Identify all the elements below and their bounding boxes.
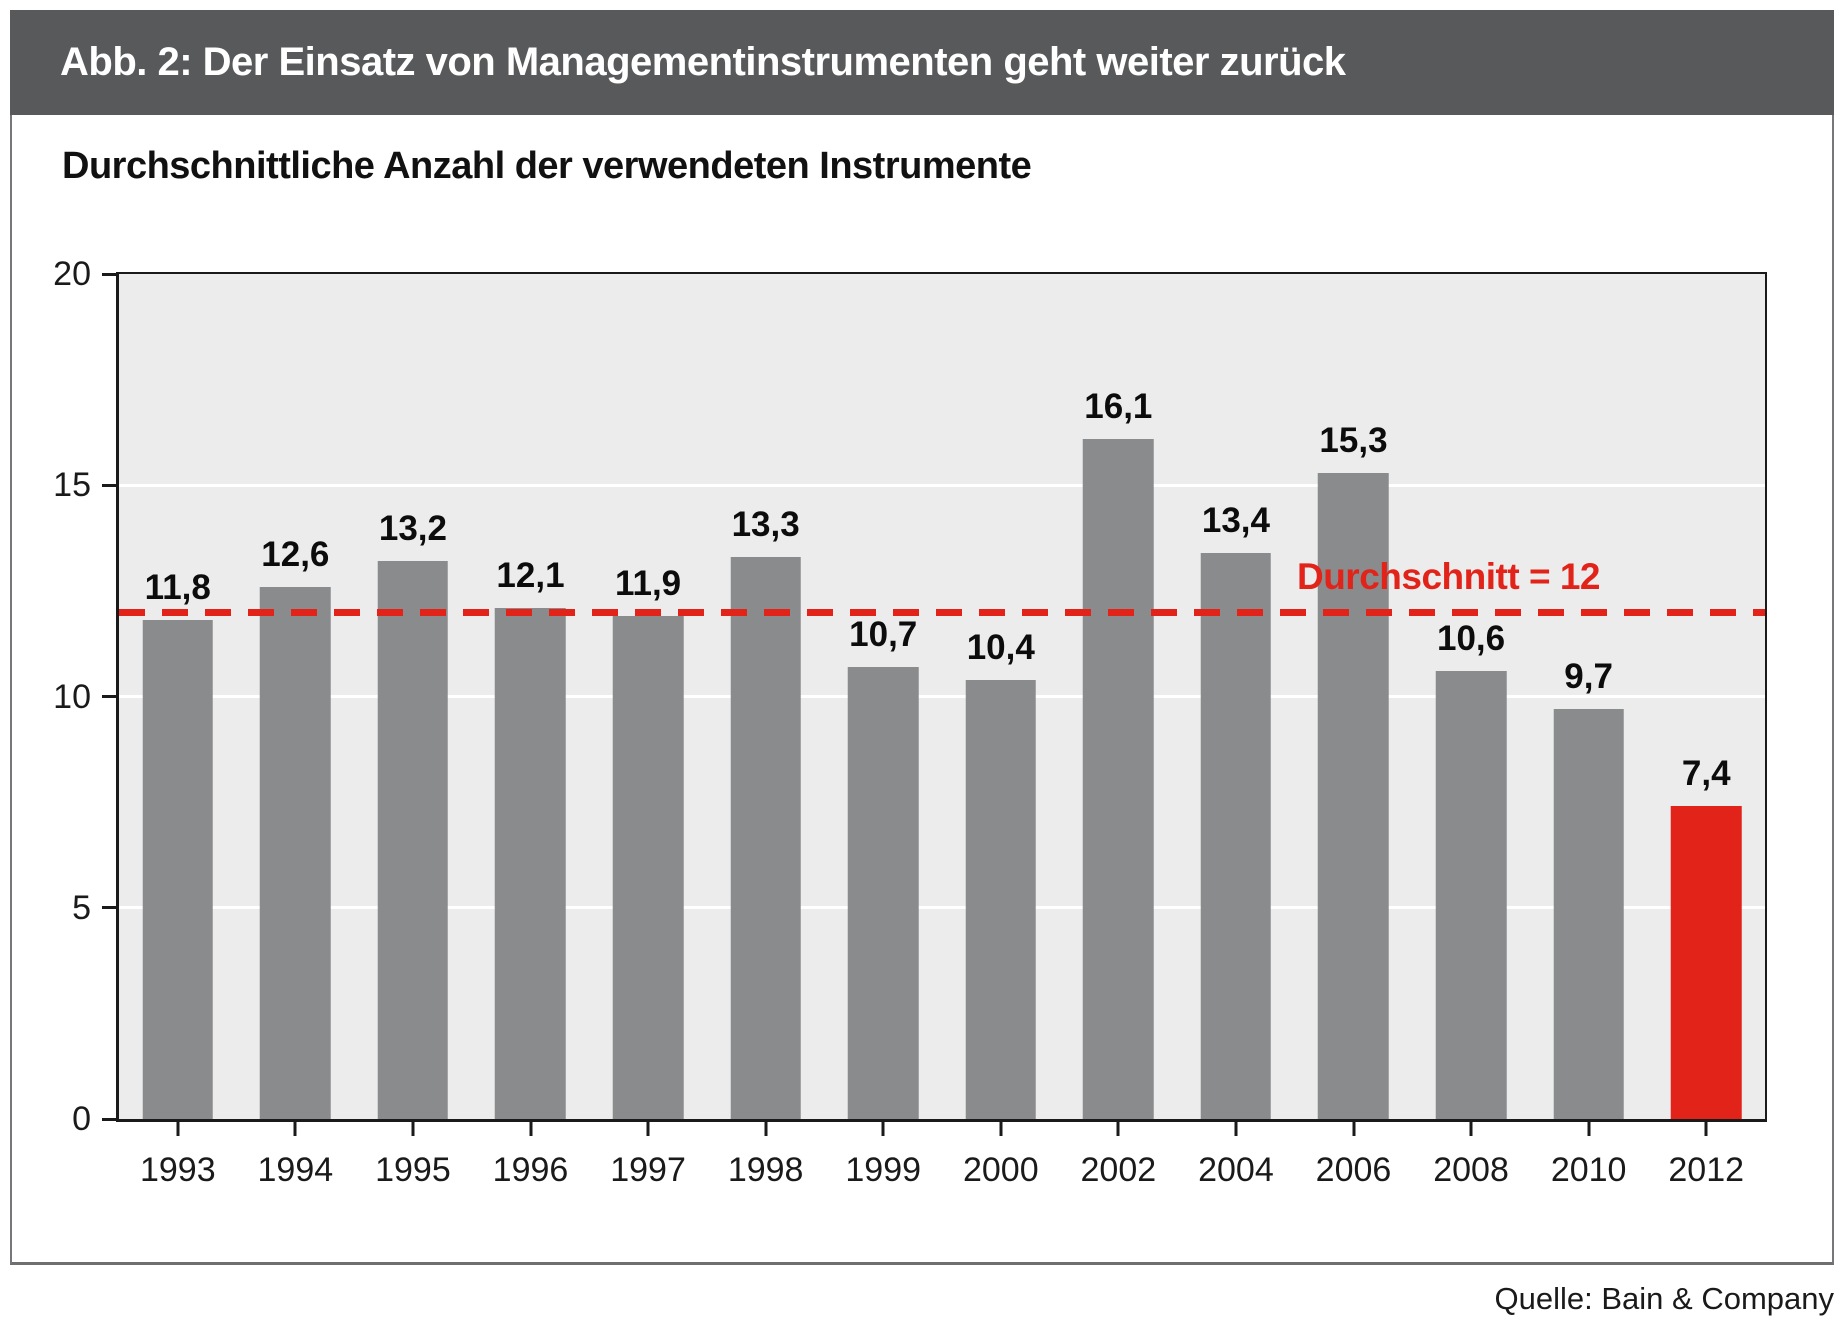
bar-value-label-1995: 13,2 [378, 509, 447, 549]
y-axis-tick-20 [102, 272, 119, 276]
gridline-5 [119, 906, 1765, 910]
bar-1995 [377, 561, 449, 1119]
bar-2006 [1318, 472, 1389, 1119]
figure-frame: Durchschnittliche Anzahl der verwendeten… [10, 115, 1834, 1265]
x-axis-label-2004: 2004 [1198, 1151, 1274, 1189]
bar-value-label-1999: 10,7 [849, 614, 918, 654]
bar-value-label-1993: 11,8 [144, 568, 211, 608]
y-axis-tick-15 [102, 483, 119, 487]
x-axis-tick-1997 [646, 1119, 650, 1136]
figure-header-bar: Abb. 2: Der Einsatz von Managementinstru… [10, 10, 1834, 115]
x-axis-tick-2000 [999, 1119, 1003, 1136]
x-axis-tick-1995 [411, 1119, 415, 1136]
bar-1994 [260, 586, 331, 1119]
bar-2000 [965, 679, 1037, 1119]
x-axis-tick-2008 [1469, 1119, 1473, 1136]
bar-1999 [847, 666, 919, 1119]
bar-value-label-1994: 12,6 [261, 534, 330, 574]
bar-column-1993: 11,8 [119, 274, 237, 1119]
bar-value-label-2012: 7,4 [1681, 754, 1731, 794]
x-axis-label-2002: 2002 [1080, 1151, 1157, 1189]
x-axis-tick-1998 [764, 1119, 768, 1136]
bar-1996 [495, 607, 566, 1119]
bar-column-2002: 16,1 [1060, 274, 1178, 1119]
bar-column-1996: 12,1 [472, 274, 590, 1119]
gridline-15 [119, 483, 1765, 487]
bar-value-label-2010: 9,7 [1564, 657, 1613, 697]
x-axis-tick-1999 [881, 1119, 885, 1136]
bar-value-label-2004: 13,4 [1201, 500, 1270, 540]
bar-column-1998: 13,3 [707, 274, 825, 1119]
bar-2012 [1670, 806, 1742, 1119]
figure-title: Abb. 2: Der Einsatz von Managementinstru… [60, 40, 1346, 84]
x-axis-label-1999: 1999 [845, 1151, 922, 1189]
y-axis-tick-10 [102, 695, 119, 698]
y-axis-label-15: 15 [53, 466, 91, 505]
x-axis-tick-2002 [1116, 1119, 1120, 1136]
bar-column-1999: 10,7 [824, 274, 942, 1119]
x-axis-tick-2010 [1587, 1119, 1591, 1136]
x-axis-label-1993: 1993 [139, 1151, 216, 1189]
y-axis-label-0: 0 [72, 1100, 91, 1138]
bar-value-label-1998: 13,3 [731, 505, 800, 545]
bar-column-2010: 9,7 [1530, 274, 1648, 1119]
y-axis-tick-5 [102, 906, 119, 910]
bar-1998 [730, 557, 801, 1119]
x-axis-tick-1996 [529, 1119, 532, 1136]
y-axis-tick-0 [102, 1117, 119, 1121]
bar-column-1997: 11,9 [589, 274, 707, 1119]
bar-value-label-2000: 10,4 [966, 627, 1035, 667]
bar-column-1995: 13,2 [354, 274, 472, 1119]
bar-value-label-2002: 16,1 [1084, 386, 1153, 426]
bar-value-label-2006: 15,3 [1319, 420, 1388, 460]
average-line-label: Durchschnitt = 12 [1296, 556, 1601, 597]
bar-value-label-2008: 10,6 [1437, 619, 1506, 659]
x-axis-label-2010: 2010 [1550, 1151, 1627, 1189]
bar-column-2008: 10,6 [1412, 274, 1530, 1119]
average-dashed-line [119, 608, 1765, 616]
bar-value-label-1996: 12,1 [496, 555, 565, 595]
x-axis-label-2000: 2000 [962, 1151, 1039, 1189]
bar-2010 [1553, 709, 1624, 1119]
x-axis-label-1996: 1996 [492, 1151, 569, 1189]
y-axis-label-20: 20 [53, 255, 91, 293]
bar-2004 [1200, 552, 1272, 1119]
gridline-10 [119, 695, 1765, 698]
x-axis-tick-1994 [293, 1119, 297, 1136]
x-axis-tick-1993 [176, 1119, 180, 1136]
x-axis-label-1997: 1997 [610, 1151, 686, 1189]
bar-2008 [1435, 671, 1507, 1119]
x-axis-label-1995: 1995 [375, 1151, 451, 1189]
bar-column-2012: 7,4 [1647, 274, 1765, 1119]
x-axis-label-2008: 2008 [1433, 1151, 1509, 1189]
bar-column-2006: 15,3 [1295, 274, 1413, 1119]
x-axis-label-1994: 1994 [257, 1151, 334, 1189]
bar-chart-plot-area: Durchschnitt = 12 0 5 10 15 20 1993 11,8 1994 12… [53, 255, 1767, 1189]
y-axis-label-10: 10 [53, 677, 91, 716]
bar-value-label-1997: 11,9 [614, 564, 682, 604]
bar-1997 [612, 616, 684, 1119]
source-credit: Quelle: Bain & Company [1494, 1281, 1834, 1316]
x-axis-label-2012: 2012 [1668, 1151, 1745, 1189]
bar-2002 [1083, 438, 1154, 1119]
bar-column-1994: 12,6 [237, 274, 355, 1119]
bar-column-2004: 13,4 [1177, 274, 1295, 1119]
bar-1993 [142, 620, 214, 1119]
bar-column-2000: 10,4 [942, 274, 1060, 1119]
x-axis-label-2006: 2006 [1315, 1151, 1392, 1189]
chart-subtitle: Durchschnittliche Anzahl der verwendeten… [62, 145, 1032, 187]
x-axis-tick-2004 [1234, 1119, 1238, 1136]
x-axis-tick-2006 [1352, 1119, 1355, 1136]
x-axis-label-1998: 1998 [727, 1151, 804, 1189]
y-axis-label-5: 5 [72, 888, 91, 927]
x-axis-tick-2012 [1704, 1119, 1708, 1136]
